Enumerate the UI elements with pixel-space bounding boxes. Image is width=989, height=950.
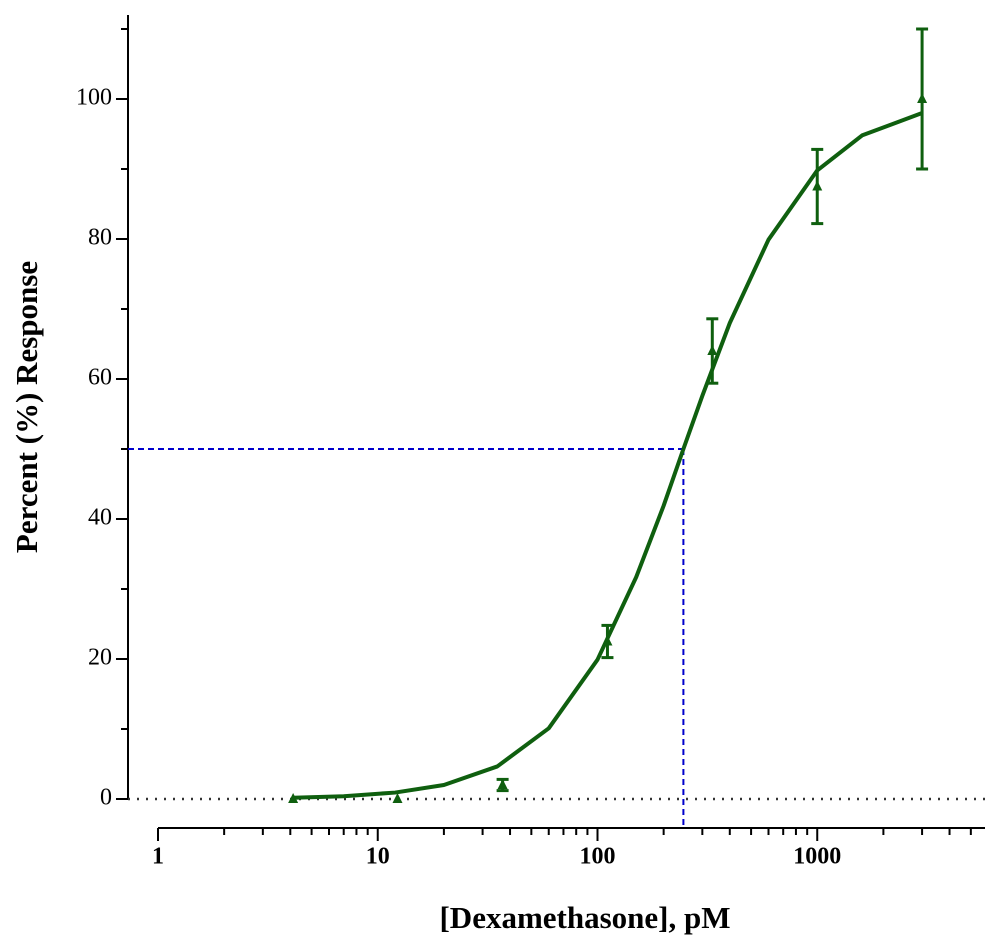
y-tick-label: 100 — [76, 85, 112, 111]
data-point — [602, 635, 613, 646]
x-tick-label: 1000 — [793, 844, 841, 870]
y-axis-title: Percent (%) Response — [9, 261, 44, 553]
data-point — [917, 93, 928, 103]
fit-curve — [293, 111, 923, 800]
y-tick-label: 40 — [88, 505, 112, 531]
data-point — [707, 345, 718, 355]
x-tick-label: 100 — [579, 844, 615, 870]
y-tick-label: 60 — [88, 365, 112, 391]
data-point — [812, 180, 823, 191]
x-axis-title: [Dexamethasone], pM — [439, 900, 730, 935]
data-point — [497, 779, 508, 789]
data-point — [392, 793, 403, 803]
y-tick-label: 80 — [88, 225, 112, 251]
y-tick-label: 20 — [88, 645, 112, 671]
data-point — [288, 793, 299, 803]
x-tick-label: 10 — [366, 844, 390, 870]
y-tick-label: 0 — [100, 785, 112, 811]
x-tick-label: 1 — [152, 844, 164, 870]
